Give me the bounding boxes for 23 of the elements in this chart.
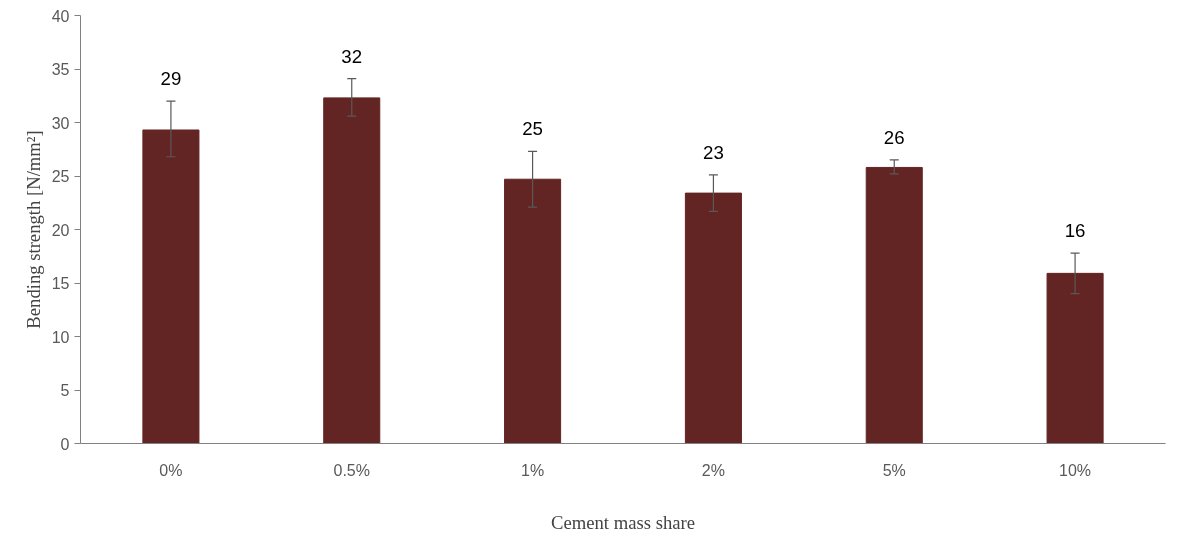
y-tick-label: 25 xyxy=(51,168,70,185)
data-label: 25 xyxy=(522,118,543,140)
x-tick-label: 1% xyxy=(521,461,545,479)
data-label: 26 xyxy=(883,126,905,148)
x-tick-label: 0.5% xyxy=(333,461,370,479)
x-tick-label: 2% xyxy=(701,461,725,479)
y-tick-label: 20 xyxy=(51,221,70,239)
data-label: 16 xyxy=(1064,219,1086,241)
data-label: 29 xyxy=(160,68,182,90)
y-tick-label: 40 xyxy=(51,7,70,25)
data-label: 23 xyxy=(703,141,724,163)
x-tick-label: 0% xyxy=(159,461,183,479)
y-tick-label: 5 xyxy=(60,382,70,399)
y-tick-label: 35 xyxy=(51,61,70,78)
x-tick-label: 10% xyxy=(1059,461,1092,479)
y-tick-label: 15 xyxy=(51,275,70,292)
y-tick-label: 30 xyxy=(51,114,70,132)
x-tick-label: 5% xyxy=(882,461,906,479)
x-axis-title: Cement mass share xyxy=(550,511,696,533)
y-tick-label: 10 xyxy=(51,328,70,346)
data-label: 32 xyxy=(341,45,363,67)
y-tick-label: 0 xyxy=(60,435,70,453)
y-axis-title: Bending strength [N/mm²] xyxy=(22,130,44,329)
